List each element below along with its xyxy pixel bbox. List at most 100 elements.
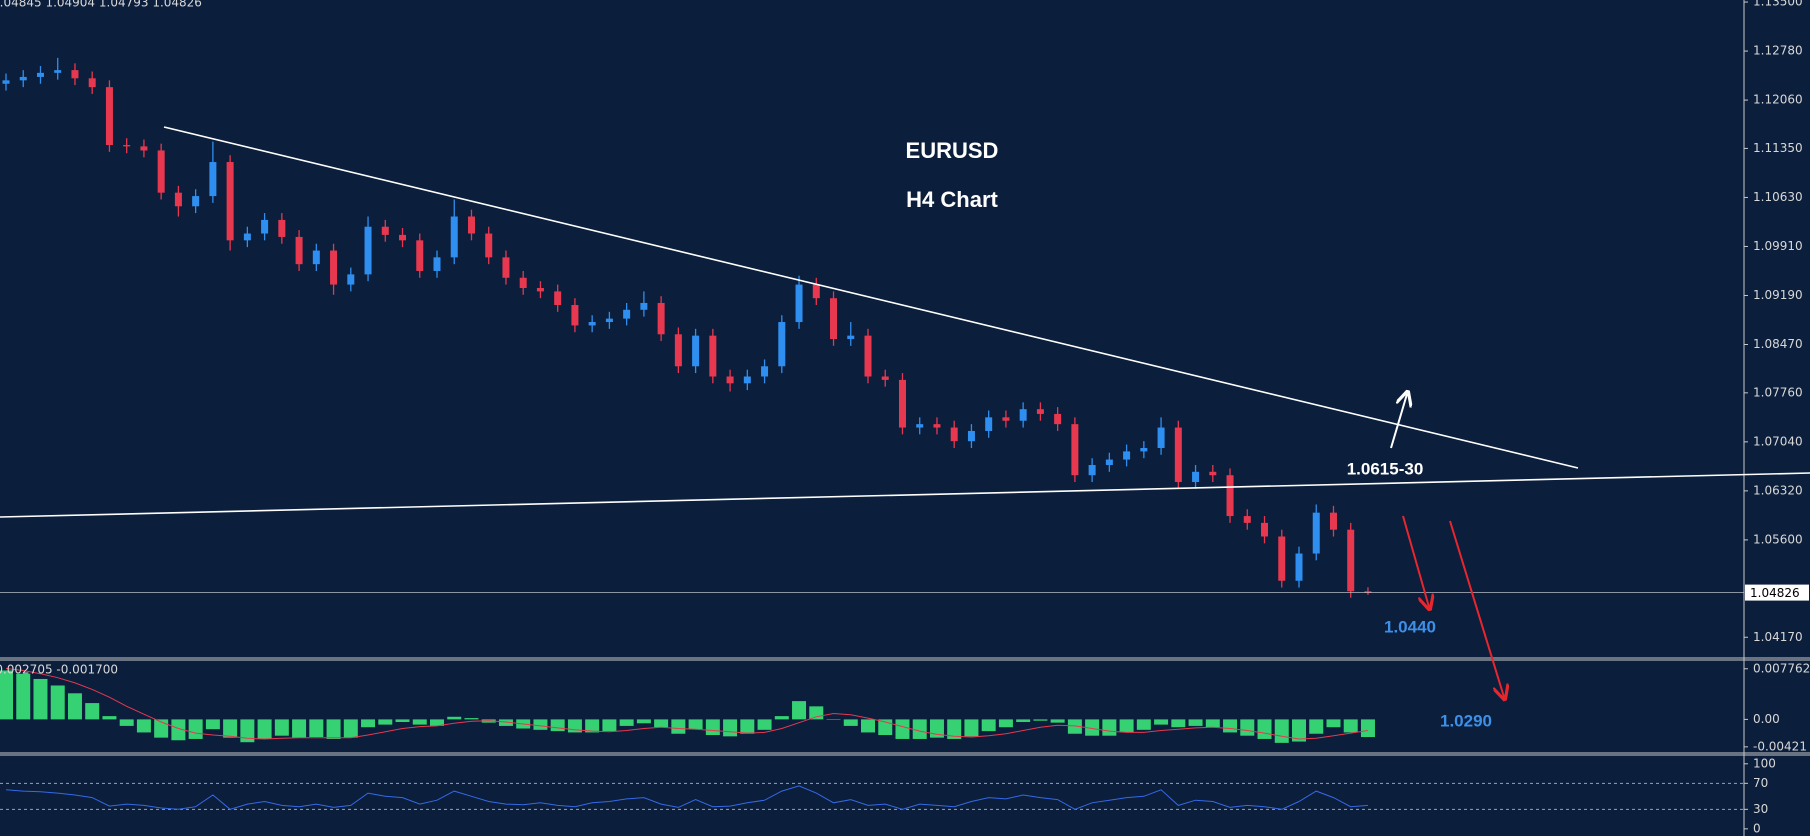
macd-bar: [361, 719, 376, 728]
y-tick-label: 0: [1753, 821, 1761, 835]
macd-bar: [964, 719, 979, 737]
macd-bar: [378, 719, 393, 725]
macd-bar: [430, 719, 444, 726]
macd-bar: [240, 719, 255, 743]
candle-body: [623, 309, 631, 319]
macd-bar: [274, 719, 289, 736]
chart-title: EURUSD: [906, 138, 999, 163]
candle-body: [692, 335, 700, 367]
candle-body: [898, 379, 906, 428]
y-tick-label: 1.05600: [1753, 532, 1803, 546]
macd-bar: [1292, 719, 1306, 742]
candle-body: [450, 216, 458, 258]
macd-bar: [929, 719, 944, 738]
candle-body: [605, 318, 613, 323]
macd-bar: [292, 719, 307, 738]
candle-body: [36, 72, 44, 77]
macd-bar: [1171, 719, 1186, 728]
candle-body: [881, 376, 889, 380]
y-tick-label: 1.09190: [1753, 288, 1803, 302]
candle-body: [364, 226, 372, 275]
macd-bar: [1343, 719, 1358, 733]
macd-bar: [619, 719, 634, 726]
macd-bar: [447, 716, 462, 720]
macd-bar: [1188, 719, 1203, 726]
macd-bar: [1102, 719, 1117, 736]
macd-bar: [136, 719, 151, 733]
candle-body: [312, 250, 320, 265]
y-tick-label: 1.04170: [1753, 630, 1803, 644]
macd-bar: [895, 719, 910, 739]
macd-bar: [50, 685, 65, 720]
arrow-down: [1449, 520, 1504, 697]
candle-body: [485, 233, 493, 258]
candle-body: [105, 87, 113, 146]
rsi-line: [5, 785, 1369, 810]
macd-bar: [723, 719, 738, 737]
macd-bar: [912, 719, 927, 739]
candle-body: [1036, 409, 1044, 414]
macd-bar: [636, 719, 651, 724]
macd-bar: [343, 719, 358, 738]
candle-body: [347, 274, 355, 285]
y-tick-label: 1.12780: [1753, 44, 1803, 58]
candle-body: [243, 233, 251, 241]
macd-bar: [705, 719, 720, 736]
signal-line: [5, 668, 1369, 740]
macd-bar: [550, 719, 565, 732]
candle-body: [226, 162, 234, 241]
candle-body: [157, 150, 165, 193]
candle-body: [1243, 516, 1251, 523]
candle-body: [399, 234, 407, 241]
candle-body: [1157, 427, 1165, 448]
trendline-resistance: [163, 126, 1579, 469]
candle-body: [433, 257, 441, 271]
y-tick-label: 1.11350: [1753, 141, 1803, 155]
macd-bar: [688, 719, 703, 730]
candle-body: [88, 78, 96, 88]
candle-body: [519, 277, 527, 288]
candle-body: [536, 287, 544, 292]
macd-bar: [1085, 719, 1100, 736]
macd-bar: [602, 719, 617, 732]
y-tick-label: 0.007762: [1753, 661, 1810, 675]
macd-bar: [843, 719, 858, 726]
candle-body: [795, 284, 803, 323]
macd-bar: [119, 719, 134, 726]
macd-bar: [412, 719, 427, 725]
macd-bar: [1050, 719, 1065, 723]
candle-body: [778, 322, 786, 367]
y-tick-label: 1.06320: [1753, 483, 1803, 497]
macd-bar: [1154, 719, 1169, 725]
candle-body: [1019, 409, 1027, 421]
chart-subtitle: H4 Chart: [906, 187, 998, 212]
candle-body: [1364, 591, 1372, 593]
last-price-label: 1.04826: [1750, 586, 1800, 600]
candle-body: [847, 335, 855, 340]
candle-body: [985, 417, 993, 431]
candle-body: [1174, 427, 1182, 483]
macd-bar: [533, 719, 548, 730]
candle-body: [916, 424, 924, 428]
macd-bar: [585, 719, 600, 733]
candle-body: [864, 335, 872, 377]
candle-body: [1312, 512, 1320, 554]
macd-bar: [671, 719, 686, 734]
macd-bar: [1309, 719, 1324, 734]
macd-bar: [154, 719, 169, 738]
candle-body: [812, 284, 820, 299]
candle-body: [1347, 529, 1355, 592]
macd-bar: [16, 673, 31, 720]
macd-bar: [188, 719, 203, 739]
candle-body: [54, 70, 62, 73]
candle-body: [1002, 417, 1010, 421]
y-tick-label: 1.08470: [1753, 337, 1803, 351]
candle-body: [830, 298, 838, 340]
macd-bar: [1119, 719, 1134, 733]
candle-body: [140, 146, 148, 151]
candle-body: [1123, 451, 1131, 460]
trendline-support: [0, 472, 1810, 518]
